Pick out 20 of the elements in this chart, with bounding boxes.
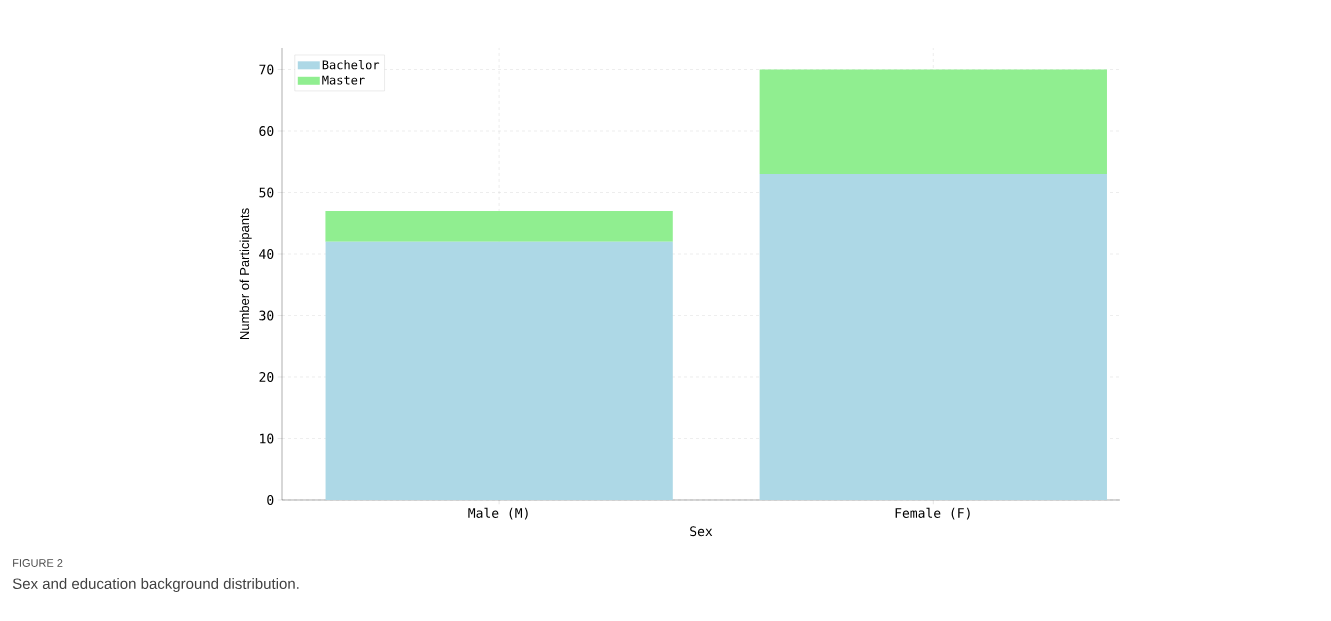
y-tick-label: 50: [259, 187, 274, 198]
y-axis-title: Number of Participants: [239, 208, 252, 340]
bar: [325, 210, 673, 242]
text: Sex and education background distribution.: [12, 577, 299, 592]
caption: FIGURE 2: [13, 559, 63, 567]
legend-label: Bachelor: [322, 59, 380, 70]
y-tick-label: 40: [259, 249, 274, 259]
bar: [759, 174, 1107, 500]
y-tick-label: 30: [259, 310, 274, 321]
y-tick-label: 20: [259, 372, 274, 382]
x-tick-label: Female (F): [895, 507, 970, 520]
bar: [325, 241, 673, 500]
legend-label: Master: [322, 75, 365, 85]
bar: [759, 69, 1107, 175]
y-tick-label: 60: [259, 126, 274, 136]
x-axis-title: Sex: [690, 526, 713, 537]
y-tick-label: 10: [260, 433, 274, 444]
y-tick-label: 70: [259, 64, 274, 75]
x-tick-label: Male (M): [468, 507, 528, 520]
y-tick-label: 0: [267, 495, 274, 505]
